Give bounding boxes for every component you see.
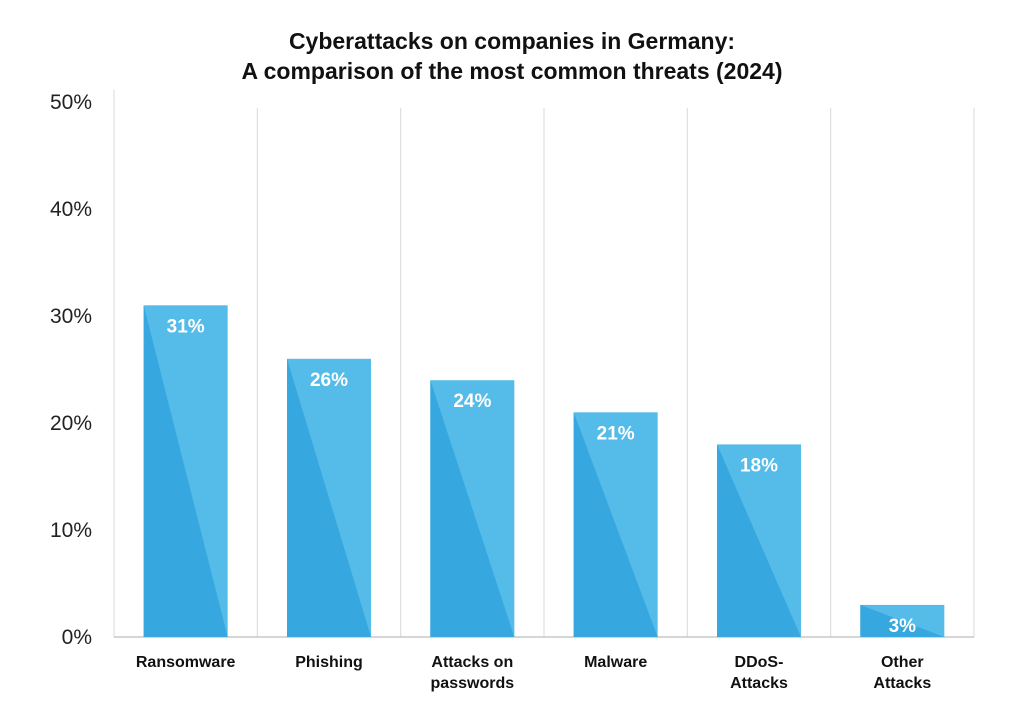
data-label: 21% bbox=[597, 423, 635, 444]
bar-shade bbox=[573, 412, 658, 637]
bar-shade bbox=[143, 305, 228, 637]
y-tick-label: 30% bbox=[50, 305, 92, 328]
bar-group: 24% bbox=[430, 380, 515, 637]
bar-shade bbox=[860, 604, 945, 637]
y-axis: 0% 10% 20% 30% 40% 50% bbox=[50, 91, 92, 649]
bar-shade bbox=[717, 444, 801, 637]
bar-shade bbox=[287, 358, 371, 637]
data-label: 3% bbox=[889, 616, 917, 637]
x-tick-label: DDoS- bbox=[735, 654, 784, 671]
bar-group: 3% bbox=[860, 604, 945, 637]
y-tick-label: 50% bbox=[50, 91, 92, 114]
chart-title-line-1: Cyberattacks on companies in Germany: bbox=[288, 28, 736, 54]
y-tick-label: 40% bbox=[50, 198, 92, 221]
y-tick-label: 0% bbox=[62, 626, 92, 649]
bar-group: 31% bbox=[143, 305, 228, 637]
x-tick-label: Attacks bbox=[873, 675, 931, 692]
x-tick-label: Phishing bbox=[295, 654, 363, 671]
data-label: 26% bbox=[310, 370, 348, 391]
bar-group: 21% bbox=[573, 412, 658, 637]
x-tick-label: Other bbox=[881, 654, 924, 671]
bars-layer: 31% 26% 24% 21% 18% 3% bbox=[143, 305, 945, 637]
bar-group: 26% bbox=[287, 358, 371, 637]
x-tick-label: Attacks bbox=[730, 675, 788, 692]
data-label: 18% bbox=[740, 455, 778, 476]
bar-shade bbox=[430, 380, 515, 637]
y-tick-label: 10% bbox=[50, 519, 92, 542]
bar-group: 18% bbox=[717, 444, 801, 637]
data-label: 24% bbox=[453, 391, 491, 412]
data-label: 31% bbox=[167, 316, 205, 337]
y-tick-label: 20% bbox=[50, 412, 92, 435]
grid-layer bbox=[113, 90, 975, 638]
x-tick-label: Ransomware bbox=[136, 654, 236, 671]
chart-title-line-2: A comparison of the most common threats … bbox=[241, 58, 783, 84]
x-tick-label: passwords bbox=[431, 675, 515, 692]
x-tick-label: Attacks on bbox=[431, 654, 513, 671]
x-axis: Ransomware Phishing Attacks on passwords Mal… bbox=[136, 654, 931, 692]
chart-title: Cyberattacks on companies in Germany: A … bbox=[0, 26, 1024, 86]
x-tick-label: Malware bbox=[584, 654, 647, 671]
